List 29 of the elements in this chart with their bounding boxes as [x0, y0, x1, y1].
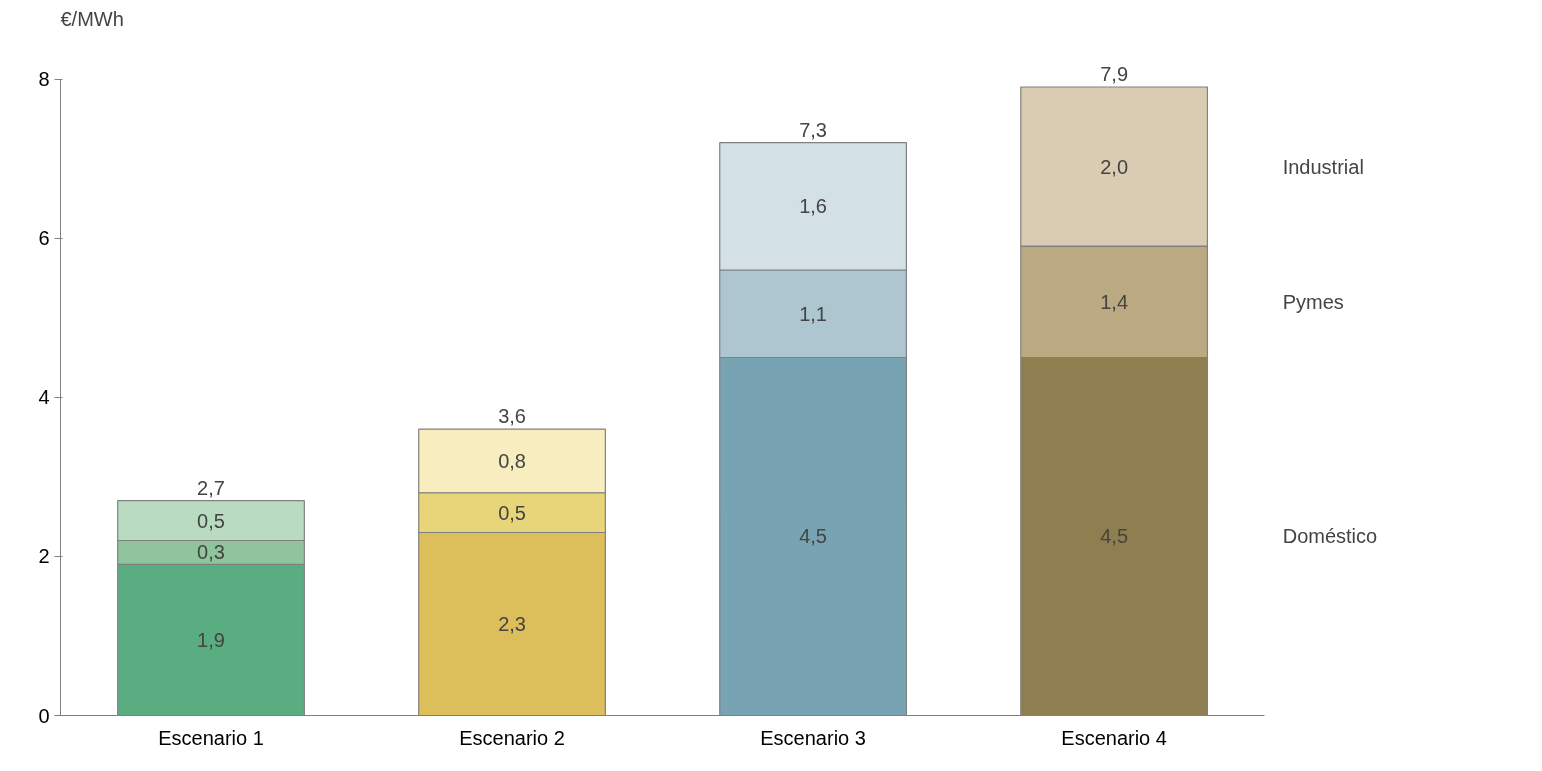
total-label: 7,9: [1100, 63, 1129, 86]
y-tick-label: 4: [38, 386, 50, 409]
y-axis-title: €/MWh: [60, 7, 124, 30]
total-label: 3,6: [498, 405, 526, 428]
text: Doméstico: [1282, 525, 1378, 548]
data-label: 1,4: [1100, 290, 1129, 313]
text: Pymes: [1282, 290, 1344, 313]
data-label: 0,5: [498, 501, 526, 524]
x-tick-label: Escenario 1: [158, 726, 264, 749]
data-label: 4,5: [1100, 525, 1129, 548]
y-tick-label: 8: [38, 68, 50, 91]
text: Industrial: [1282, 155, 1364, 178]
total-label: 7,3: [799, 118, 827, 141]
y-tick-label: 6: [38, 227, 50, 250]
data-label: 1,1: [799, 302, 827, 325]
x-tick-label: Escenario 3: [760, 726, 866, 749]
data-label: 1,6: [799, 195, 827, 218]
data-label: 0,5: [197, 509, 225, 532]
data-label: 2,3: [498, 613, 526, 636]
y-tick-label: 2: [38, 545, 50, 568]
x-tick-label: Escenario 4: [1061, 726, 1167, 749]
data-label: 2,0: [1100, 155, 1129, 178]
data-label: 0,3: [197, 541, 225, 564]
data-label: 4,5: [799, 525, 827, 548]
y-tick-label: 0: [38, 704, 50, 727]
x-tick-label: Escenario 2: [459, 726, 565, 749]
data-label: 0,8: [498, 449, 526, 472]
data-label: 1,9: [197, 628, 225, 651]
total-label: 2,7: [197, 476, 225, 499]
